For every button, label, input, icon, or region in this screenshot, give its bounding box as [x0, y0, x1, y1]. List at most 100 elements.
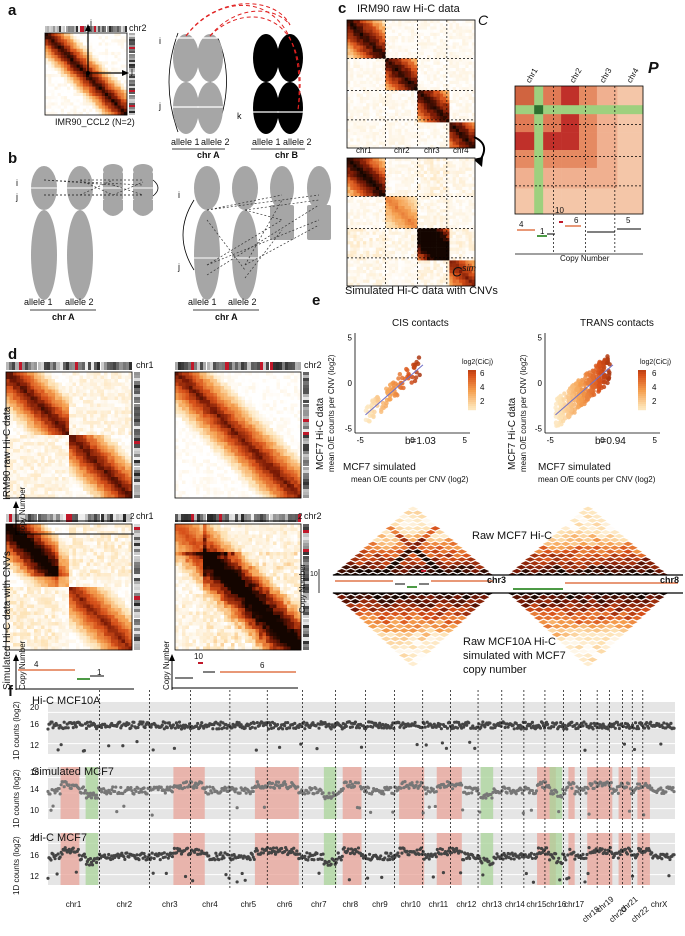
chr-band: [206, 514, 210, 522]
chr-band: [72, 362, 76, 370]
panel-a-chromosomes: [168, 3, 305, 150]
panel-c-p-chr3: chr3: [598, 66, 614, 85]
panel-c-chr4: chr4: [453, 146, 469, 155]
chr-band: [303, 593, 309, 597]
legend-tick: 2: [480, 397, 485, 406]
y-tick: 12: [30, 872, 39, 882]
chr-band: [303, 599, 309, 603]
chr-band: [241, 362, 245, 370]
heatmap-cells: [45, 33, 128, 116]
scatter-point: [605, 354, 610, 359]
chr-band: [129, 94, 135, 97]
chr-band: [129, 98, 135, 101]
chr-band: [129, 74, 135, 77]
chr-band: [256, 514, 261, 522]
chr-band: [178, 514, 182, 522]
chr-label-chrX: chrX: [650, 900, 668, 909]
scatter-point: [556, 395, 562, 400]
y-tick: 20: [30, 834, 39, 844]
chr-band: [303, 457, 309, 461]
p-matrix-cells: [515, 86, 644, 215]
panel-a-allele2-a: allele 2: [201, 137, 230, 147]
chr-band: [78, 514, 82, 522]
scatter-point: [562, 416, 568, 421]
chr-band: [79, 26, 82, 32]
chr-band: [91, 514, 95, 522]
chr-band: [134, 479, 140, 483]
scatter-point: [596, 383, 602, 388]
chr-band: [129, 104, 135, 107]
panel-a-allele1-a: allele 1: [171, 137, 200, 147]
chr-band: [134, 450, 140, 454]
panel-d-cn-br-10: 10: [194, 652, 203, 661]
scatter-point: [587, 377, 592, 382]
chr-band: [128, 514, 132, 522]
chr-band: [193, 514, 198, 522]
chr-band: [134, 475, 140, 480]
chr-band: [303, 463, 309, 467]
chr-band: [134, 596, 140, 600]
chr-band: [116, 514, 120, 522]
chr-band: [129, 106, 135, 109]
chr-band: [291, 362, 295, 370]
chr-band: [72, 514, 76, 522]
chr-band: [134, 469, 140, 473]
chr-band: [134, 640, 140, 644]
scatter-point: [369, 402, 374, 408]
chr-band: [129, 90, 135, 93]
chr-band: [134, 627, 140, 632]
chr-band: [303, 425, 309, 429]
chr-band: [134, 422, 140, 426]
chr-band: [129, 78, 135, 81]
chr-band: [134, 444, 140, 448]
chr-band: [303, 552, 309, 556]
legend-colorbar: [468, 370, 476, 411]
chr-band: [303, 637, 309, 641]
chr-band: [303, 631, 309, 635]
scatter-point: [399, 375, 405, 381]
chr-band: [129, 108, 135, 111]
panel-a-allele2-b: allele 2: [283, 137, 312, 147]
scatter-point: [600, 360, 606, 365]
panel-a-chrom-i: i: [159, 36, 161, 46]
chr-band: [303, 435, 309, 439]
chr-label-chr17: chr17: [564, 900, 585, 909]
panel-d-bar-side2: [303, 372, 309, 498]
panel-b-label: b: [8, 150, 18, 167]
chr-band: [250, 362, 254, 370]
panel-c-raw-heatmap: [346, 19, 476, 149]
chr-band: [303, 390, 309, 395]
chr-label-chr2: chr2: [116, 900, 133, 909]
chr-band: [200, 362, 204, 370]
y-tick-label: 0: [538, 379, 543, 388]
chr-band: [303, 627, 309, 632]
scatter-point: [387, 397, 392, 402]
panel-f-label: f: [8, 683, 13, 700]
chr-band: [184, 362, 188, 370]
chr-band: [303, 400, 309, 404]
chr-band: [134, 447, 140, 451]
chr-band: [303, 530, 309, 534]
chr-band: [134, 409, 140, 413]
panel-c-p-chr4: chr4: [625, 66, 641, 85]
panel-b-j-left: j: [16, 192, 18, 202]
chr-band: [303, 583, 309, 587]
chr-band: [197, 362, 201, 370]
chr-band: [303, 605, 309, 610]
chr-band: [9, 362, 13, 370]
scatter-points: [363, 355, 422, 424]
scatter-point: [572, 410, 577, 415]
panel-e-chr8: chr8: [660, 575, 680, 585]
legend-tick: 6: [652, 369, 657, 378]
chr-band: [209, 362, 213, 370]
chr-band: [134, 435, 140, 439]
scatter-point: [601, 373, 607, 378]
panel-e-ylabel-trans-2: mean O/E counts per CNV (log2): [519, 354, 528, 472]
chr-band: [69, 514, 73, 522]
scatter-point: [594, 366, 599, 371]
chr-band: [303, 488, 309, 492]
chr-band: [109, 514, 114, 522]
scatter-point: [379, 407, 384, 412]
scatter-point: [396, 376, 401, 381]
panel-c-P-matrix: [514, 85, 644, 215]
